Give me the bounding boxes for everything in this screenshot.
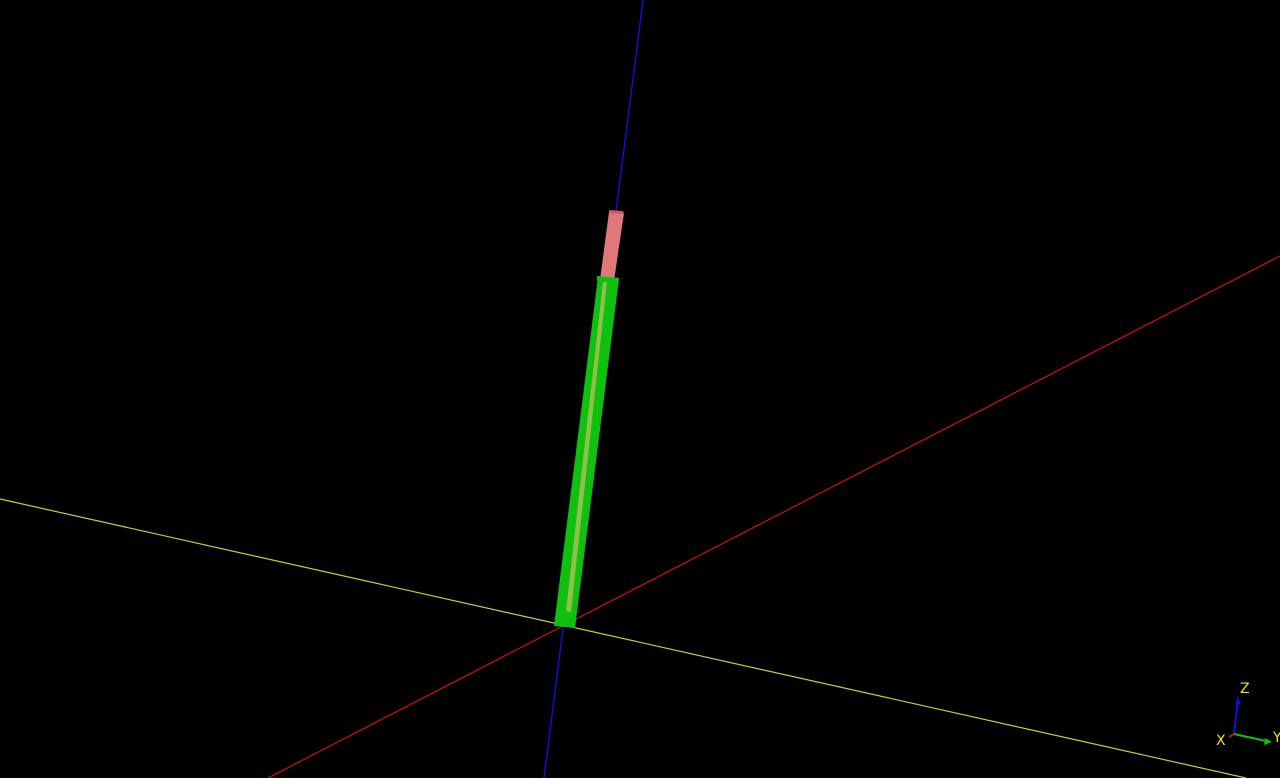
gizmo-x-label: X — [1216, 733, 1226, 749]
gizmo-x-arrow — [1228, 733, 1235, 738]
rod-lower-segment-stripe — [566, 282, 607, 612]
rod-upper-segment-cap — [609, 210, 624, 214]
gizmo-y-arrowhead — [1264, 738, 1272, 745]
rod-upper-segment[interactable] — [600, 212, 624, 281]
gizmo-z-arrow — [1233, 699, 1239, 735]
gizmo-y-label: Y — [1272, 730, 1280, 746]
gizmo-y-arrow — [1233, 733, 1267, 742]
rod-model[interactable] — [554, 210, 624, 628]
x-axis-line — [267, 255, 1280, 778]
gizmo-z-label: Z — [1240, 681, 1250, 697]
rod-lower-segment-cap — [597, 276, 619, 283]
gizmo-z-arrowhead — [1235, 696, 1241, 705]
y-axis-line — [0, 498, 1247, 778]
